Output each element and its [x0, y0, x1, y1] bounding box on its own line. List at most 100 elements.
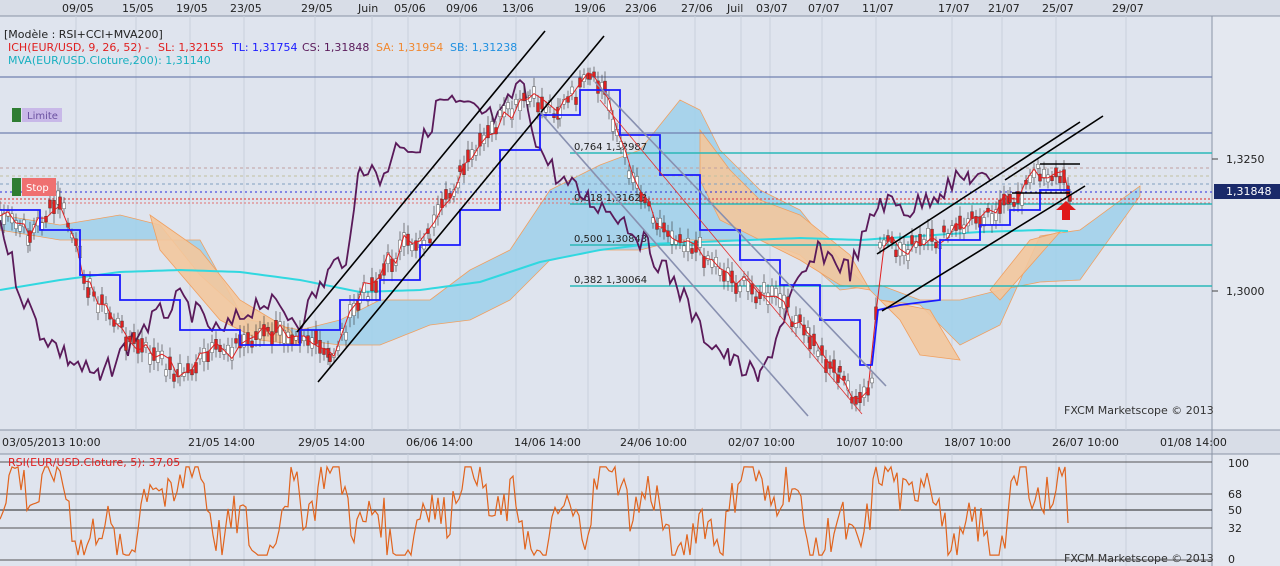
candle-body: [812, 333, 816, 346]
top-date-label: 27/06: [681, 2, 713, 15]
candle-body: [678, 234, 682, 243]
bottom-date-label: 06/06 14:00: [406, 436, 473, 449]
candle-body: [942, 225, 946, 233]
fib-label-618: 0,618 1,31623: [574, 193, 647, 204]
candle-body: [428, 238, 432, 244]
candle-body: [1046, 174, 1050, 183]
candle-body: [136, 339, 140, 354]
candle-body: [278, 321, 282, 336]
candle-body: [140, 338, 144, 353]
bottom-date-label: 03/05/2013 10:00: [2, 436, 101, 449]
trendline-down-2[interactable]: [539, 111, 809, 417]
limit-button[interactable]: Limite: [12, 108, 62, 122]
legend-sa: SA: 1,31954: [376, 41, 443, 54]
kijun-line[interactable]: [0, 89, 1070, 366]
trendline-up-2[interactable]: [317, 35, 605, 383]
candle-body: [124, 336, 128, 351]
candle-body: [490, 121, 494, 134]
candle-body: [574, 96, 578, 105]
trendline-down-red[interactable]: [599, 99, 863, 415]
trendline-down-1[interactable]: [594, 81, 887, 387]
candle-body: [870, 377, 874, 384]
stop-label-bg[interactable]: [22, 178, 56, 196]
candle-body: [1012, 202, 1016, 207]
candle-body: [722, 270, 726, 282]
rsi-title: RSI(EUR/USD.Cloture, 5): 37,05: [8, 456, 180, 469]
bottom-date-label: 24/06 10:00: [620, 436, 687, 449]
candle-body: [148, 353, 152, 365]
trendline-up-4[interactable]: [881, 185, 1086, 312]
current-price-badge: [1214, 184, 1280, 199]
limit-handle[interactable]: [12, 108, 21, 122]
bottom-date-axis: 03/05/2013 10:00 21/05 14:00 29/05 14:00…: [2, 436, 1227, 449]
candle-body: [202, 348, 206, 362]
stop-button[interactable]: Stop: [12, 178, 56, 196]
candle-body: [774, 288, 778, 299]
candle-body: [631, 172, 635, 183]
stop-handle[interactable]: [12, 178, 21, 196]
trendline-up-1[interactable]: [296, 30, 546, 333]
candle-body: [770, 285, 774, 297]
candle-body: [390, 258, 394, 272]
legend-model: [Modèle : RSI+CCI+MVA200]: [4, 28, 163, 41]
candle-body: [862, 386, 866, 398]
bottom-date-label: 18/07 10:00: [944, 436, 1011, 449]
candle-body: [698, 237, 702, 248]
candle-body: [816, 350, 820, 357]
limit-label-bg[interactable]: [22, 108, 62, 122]
candle-body: [611, 118, 615, 132]
fib-label-764: 0,764 1,32987: [574, 142, 647, 153]
top-date-label: Juil: [726, 2, 743, 15]
candle-body: [96, 303, 100, 313]
candle-body: [918, 233, 922, 247]
candle-body: [746, 279, 750, 292]
candle-body: [536, 102, 540, 113]
candle-body: [514, 99, 518, 105]
chikou-span-line[interactable]: [0, 78, 991, 382]
current-price-label: 1,31848: [1226, 185, 1272, 198]
candle-body: [778, 293, 782, 308]
candle-body: [164, 369, 168, 377]
candle-body: [466, 149, 470, 163]
legend-cs: CS: 1,31848: [302, 41, 369, 54]
ichimoku-cloud: [0, 99, 1141, 361]
candle-body: [836, 374, 840, 383]
candle-body: [690, 248, 694, 254]
rsi-panel[interactable]: RSI(EUR/USD.Cloture, 5): 37,05 100 68 50…: [0, 456, 1249, 566]
candle-body: [436, 204, 440, 217]
candle-body: [798, 314, 802, 323]
candle-body: [506, 102, 510, 110]
candle-body: [328, 354, 332, 362]
candle-body: [326, 348, 330, 358]
candle-body: [702, 256, 706, 268]
candle-body: [738, 285, 742, 293]
candle-body: [86, 287, 90, 298]
trendline-up-5[interactable]: [1004, 115, 1104, 181]
rsi-watermark: FXCM Marketscope © 2013: [1064, 552, 1214, 565]
trendline-up-3[interactable]: [876, 121, 1081, 255]
candle-body: [930, 228, 934, 242]
rsi-axis-label: 68: [1228, 488, 1242, 501]
candle-body: [1036, 163, 1040, 169]
candle-body: [532, 86, 536, 99]
candle-body: [906, 249, 910, 261]
arrow-up-icon: [1056, 201, 1076, 220]
candle-body: [643, 197, 647, 204]
candle-body: [578, 77, 582, 88]
tenkan-line[interactable]: [0, 72, 1071, 400]
cloud-band: [878, 299, 961, 361]
top-date-label: Juin: [357, 2, 378, 15]
trend-channel-lines[interactable]: [296, 30, 1104, 417]
rsi-line[interactable]: [0, 464, 1069, 557]
candle-body: [658, 217, 662, 229]
candle-body: [494, 127, 498, 135]
candle-body: [766, 292, 770, 305]
legend-ich: ICH(EUR/USD, 9, 26, 52) -: [8, 41, 149, 54]
candle-body: [522, 92, 526, 102]
candle-body: [832, 359, 836, 373]
candle-body: [974, 216, 978, 224]
rsi-axis: [1212, 454, 1280, 566]
price-axis: [1212, 16, 1280, 430]
candle-body: [651, 217, 655, 224]
